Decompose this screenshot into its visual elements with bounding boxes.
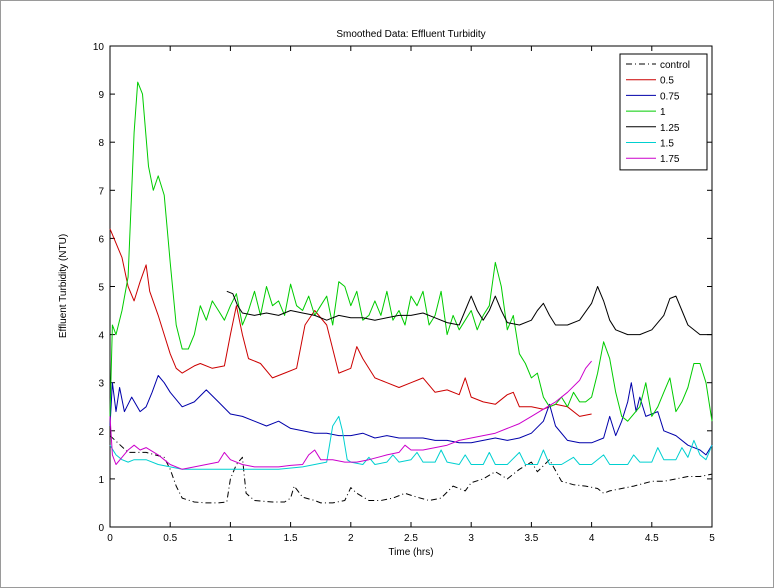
legend: control 0.5 0.75 1 1.25 1.5 1.75	[619, 53, 708, 171]
legend-box	[619, 53, 708, 171]
series-line-4	[226, 286, 712, 336]
x-tick-label: 5	[709, 533, 715, 544]
series-line-1	[109, 228, 592, 417]
y-tick-label: 1	[98, 475, 104, 486]
x-tick-label: 2.5	[404, 533, 418, 544]
y-tick-label: 0	[98, 523, 104, 534]
y-tick-label: 7	[98, 186, 104, 197]
chart-title: Smoothed Data: Effluent Turbidity	[336, 29, 485, 40]
y-axis-label: Effluent Turbidity (NTU)	[58, 234, 69, 338]
x-tick-label: 0.5	[163, 533, 177, 544]
y-tick-label: 2	[98, 427, 104, 438]
x-tick-label: 4.5	[645, 533, 659, 544]
y-tick-label: 3	[98, 379, 104, 390]
series-line-2	[109, 375, 713, 456]
legend-label: 1.5	[660, 139, 674, 150]
y-tick-label: 9	[98, 90, 104, 101]
axis-ticks: 0 0.5 1 1.5 2 2.5 3 3.5 4 4.5 5 0 1 2 3 4 5 6 7 8 9 10	[93, 42, 715, 544]
x-tick-label: 1.5	[284, 533, 298, 544]
y-tick-label: 5	[98, 283, 104, 294]
legend-label: 0.5	[660, 76, 674, 87]
x-axis-label: Time (hrs)	[388, 547, 433, 558]
x-tick-label: 0	[107, 533, 113, 544]
series-lines	[109, 81, 713, 504]
y-tick-label: 4	[98, 331, 104, 342]
series-line-3	[109, 81, 713, 422]
x-tick-label: 3	[468, 533, 474, 544]
legend-label: 0.75	[660, 91, 680, 102]
series-line-5	[109, 415, 713, 470]
y-tick-label: 6	[98, 234, 104, 245]
legend-label: 1.25	[660, 123, 680, 134]
legend-label: control	[660, 60, 690, 71]
plot-area	[109, 45, 713, 528]
x-tick-label: 3.5	[524, 533, 538, 544]
legend-label: 1.75	[660, 154, 680, 165]
x-tick-label: 4	[589, 533, 595, 544]
x-tick-label: 2	[348, 533, 354, 544]
y-tick-label: 10	[93, 42, 105, 53]
x-tick-label: 1	[228, 533, 234, 544]
legend-label: 1	[660, 107, 666, 118]
series-line-0	[109, 435, 713, 504]
y-tick-label: 8	[98, 138, 104, 149]
series-line-6	[109, 360, 592, 470]
